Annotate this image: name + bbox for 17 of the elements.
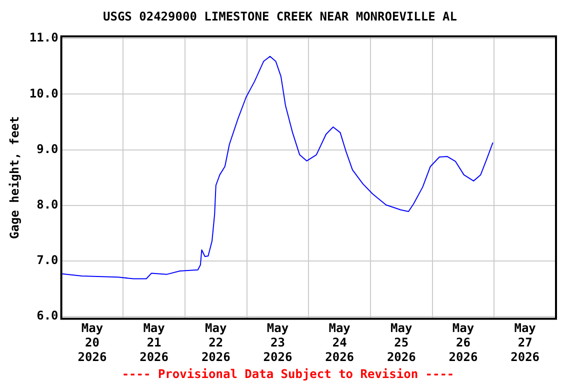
y-tick-label: 8.0 — [36, 198, 58, 212]
x-tick-label: May 22 2026 — [201, 321, 230, 364]
x-tick-label: May 21 2026 — [140, 321, 169, 364]
y-tick-label: 6.0 — [36, 308, 58, 323]
y-tick-label: 9.0 — [36, 142, 58, 156]
y-tick-label: 7.0 — [36, 253, 58, 268]
y-tick-label: 10.0 — [29, 86, 58, 100]
x-tick-label: May 24 2026 — [325, 321, 354, 364]
x-tick-label: May 20 2026 — [78, 321, 107, 364]
y-axis-title: Gage height, feet — [7, 116, 22, 240]
text: ---- Provisional Data Subject to Revision ---- — [120, 367, 456, 381]
chart-title: USGS 02429000 LIMESTONE CREEK NEAR MONROEVILLE AL — [102, 9, 458, 24]
x-tick-label: May 25 2026 — [386, 321, 416, 364]
y-tick-label: 11.0 — [29, 30, 58, 45]
x-tick-label: May 23 2026 — [263, 321, 292, 364]
x-tick-label: May 27 2026 — [510, 321, 540, 364]
x-tick-label: May 26 2026 — [448, 321, 478, 364]
